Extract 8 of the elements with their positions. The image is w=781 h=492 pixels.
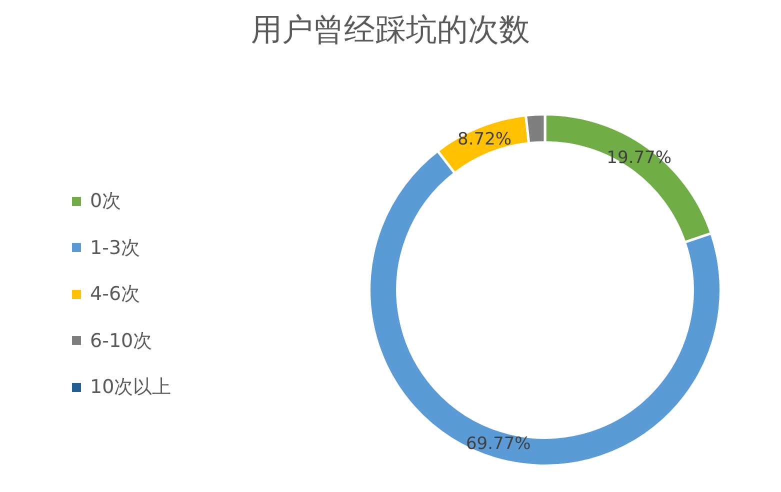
legend-label: 4-6次 bbox=[90, 282, 140, 308]
legend-label: 6-10次 bbox=[90, 328, 152, 354]
chart-title: 用户曾经踩坑的次数 bbox=[250, 11, 531, 50]
legend-label: 0次 bbox=[90, 189, 122, 214]
data-label: 69.77% bbox=[466, 434, 531, 454]
legend-label: 10次以上 bbox=[90, 375, 172, 400]
legend-label: 1-3次 bbox=[90, 236, 140, 261]
data-label: 8.72% bbox=[458, 129, 512, 150]
